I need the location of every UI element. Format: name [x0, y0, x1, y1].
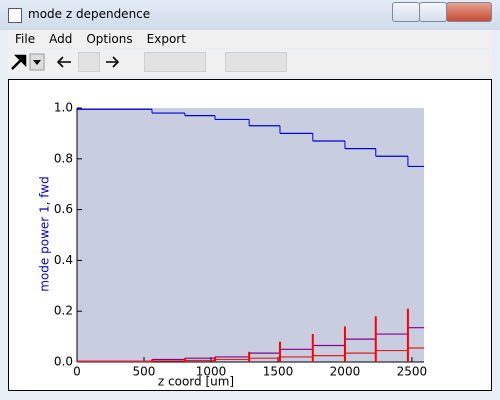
x-tick-label: 1000 [196, 365, 227, 379]
input-box[interactable] [78, 52, 100, 72]
maximize-button[interactable] [419, 2, 447, 22]
input-box[interactable] [225, 52, 287, 72]
y-tick-label: 0.0 [54, 355, 73, 369]
menu-item[interactable]: Export [146, 32, 186, 46]
x-tick-label: 2500 [397, 365, 428, 379]
toolbar-icons [11, 53, 120, 71]
y-axis-label: mode power 1, fwd [38, 176, 52, 291]
input-box[interactable] [144, 52, 206, 72]
menu-item[interactable]: File [15, 32, 36, 46]
y-tick-label: 0.8 [54, 151, 73, 165]
x-tick-label: 2000 [330, 365, 361, 379]
x-axis-label: z coord [um] [158, 375, 234, 389]
chart: z coord [um] mode power 1, fwd 0.0 0.2 0.4… [8, 79, 492, 391]
minimize-button[interactable] [392, 2, 420, 22]
y-tick-label: 0.6 [54, 202, 73, 216]
toolbar [8, 49, 492, 75]
pointer-tool[interactable] [11, 54, 27, 70]
menu-bar: File Add Options Export [8, 30, 492, 48]
title-bar: mode z dependence [0, 0, 500, 30]
y-tick-label: 1.0 [54, 101, 73, 115]
y-tick-label: 0.2 [54, 304, 73, 318]
plot-area [77, 108, 424, 362]
close-button[interactable] [446, 2, 492, 22]
y-tick-label: 0.4 [54, 253, 73, 267]
dropdown-arrow [33, 60, 41, 65]
forward-button[interactable] [106, 56, 120, 68]
x-tick-label: 500 [133, 365, 156, 379]
app-icon [8, 8, 22, 23]
back-button[interactable] [56, 56, 71, 68]
x-tick-label: 1500 [263, 365, 294, 379]
x-tick-label: 0 [73, 365, 81, 379]
menu-item[interactable]: Add [49, 32, 73, 46]
menu-item[interactable]: Options [86, 32, 133, 46]
window-title: mode z dependence [28, 7, 151, 21]
